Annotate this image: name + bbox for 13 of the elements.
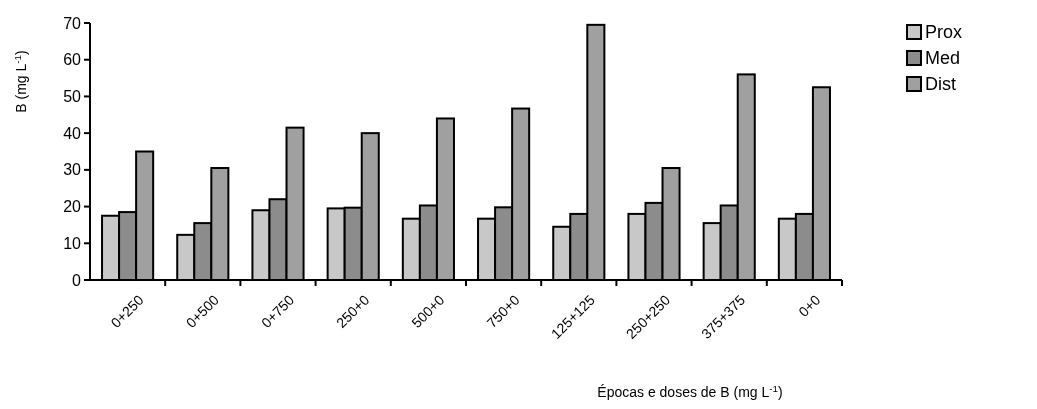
x-axis-title: Épocas e doses de B (mg L$^{-1}$) [597,382,783,400]
y-tick-label: 60 [63,51,82,69]
y-tick-label: 40 [63,124,82,142]
y-tick-label: 50 [63,88,82,106]
y-tick-label: 10 [63,234,82,252]
y-tick-label: 30 [63,161,82,179]
legend-label: Dist [925,74,956,95]
legend-label: Med [925,48,961,69]
y-tick-label: 70 [63,14,82,32]
y-tick-label: 20 [63,198,82,216]
y-tick-label: 0 [72,271,82,289]
legend-label: Prox [925,22,963,43]
x-tick-label: 0+0 [795,291,824,320]
